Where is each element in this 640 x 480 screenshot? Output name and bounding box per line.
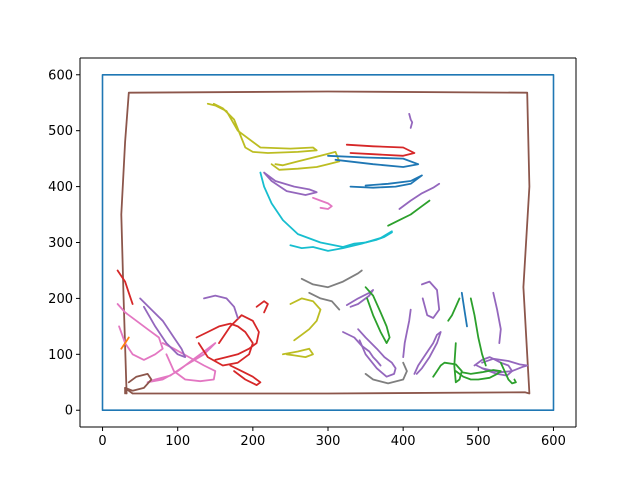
y-tick-label: 100 [48, 348, 73, 363]
series-line-37 [195, 322, 254, 367]
series-line-3 [270, 150, 341, 171]
series-line-35 [161, 342, 217, 383]
series-line-15 [281, 347, 314, 359]
y-tick-label: 400 [48, 180, 73, 195]
series-line-43 [124, 372, 153, 392]
x-tick-label: 400 [391, 434, 416, 449]
series-line-13 [345, 289, 375, 308]
series-line-40 [203, 294, 239, 319]
x-tick-label: 600 [541, 434, 566, 449]
series-line-7 [349, 174, 423, 189]
series-line-23 [432, 342, 463, 384]
y-tick-label: 600 [48, 68, 73, 83]
series-line-18 [357, 328, 397, 378]
plot-area [101, 74, 555, 412]
series-line-25 [473, 356, 513, 377]
series-line-44 [408, 113, 414, 129]
series-line-31 [499, 361, 517, 385]
series-line-45 [387, 199, 431, 227]
series-line-10 [289, 230, 393, 252]
y-tick-label: 300 [48, 236, 73, 251]
series-line-28 [469, 297, 487, 367]
series-line-42 [120, 336, 130, 350]
series-line-5 [327, 154, 420, 168]
series-line-33 [116, 303, 164, 361]
series-line-22 [402, 308, 412, 359]
series-line-24 [447, 297, 461, 322]
series-line-34 [146, 342, 217, 384]
series-line-20 [413, 331, 442, 375]
series-line-38 [214, 314, 260, 361]
series-line-0 [101, 74, 555, 412]
x-tick-label: 200 [240, 434, 265, 449]
series-line-9 [259, 171, 393, 248]
series-line-19 [364, 361, 408, 385]
y-tick-label: 500 [48, 124, 73, 139]
series-line-11 [300, 269, 363, 289]
series-line-17 [342, 331, 382, 367]
series-line-1 [120, 90, 531, 395]
axes: 0 100 200 300 400 500 600 0 100 200 300 400 500 600 [48, 57, 577, 449]
series-line-4 [345, 143, 416, 157]
series-line-16 [364, 286, 391, 345]
series-line-27 [454, 369, 502, 381]
series-line-29 [460, 291, 468, 328]
series-line-41 [255, 300, 269, 314]
series-line-32 [116, 269, 134, 305]
series-line-12 [308, 291, 341, 311]
series-line-46 [312, 196, 333, 210]
y-tick-label: 0 [65, 404, 73, 419]
series-line-2 [206, 102, 318, 154]
series-line-8 [398, 182, 441, 210]
x-tick-label: 500 [466, 434, 491, 449]
series-line-21 [420, 280, 441, 319]
series-line-36 [139, 297, 187, 359]
x-tick-label: 300 [316, 434, 341, 449]
series-line-14 [289, 297, 322, 342]
series-line-6 [263, 171, 318, 196]
series-line-30 [492, 291, 502, 345]
x-tick-label: 100 [165, 434, 190, 449]
series-line-39 [229, 364, 262, 387]
y-tick-label: 200 [48, 292, 73, 307]
x-tick-label: 0 [98, 434, 106, 449]
